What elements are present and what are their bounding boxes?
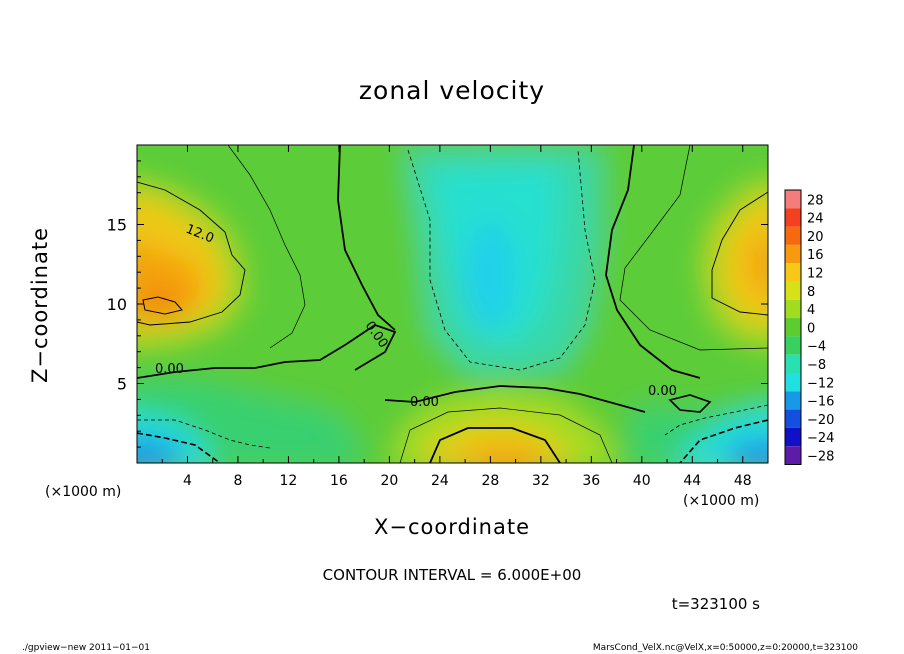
colorbar-swatch	[785, 391, 801, 410]
x-unit-left: (×1000 m)	[45, 484, 122, 500]
footer-right: MarsCond_VelX.nc@VelX,x=0:50000,z=0:2000…	[592, 643, 858, 653]
colorbar-label: 28	[807, 193, 824, 208]
contour-label: 0.00	[155, 362, 184, 377]
colorbar-label: −28	[807, 450, 834, 465]
colorbar-swatch	[785, 427, 801, 447]
colorbar-swatch	[785, 336, 801, 355]
contour-interval: CONTOUR INTERVAL = 6.000E+00	[322, 566, 582, 584]
x-axis-label: X−coordinate	[374, 515, 530, 539]
chart-title: zonal velocity	[358, 76, 546, 105]
colorbar-label: 8	[807, 285, 815, 300]
colorbar-swatch	[785, 318, 801, 337]
colorbar-label: 0	[807, 321, 815, 336]
x-tick-label: 4	[183, 473, 192, 489]
y-tick-label: 15	[107, 216, 127, 235]
colorbar-swatch	[785, 446, 801, 465]
x-tick-label: 32	[532, 473, 550, 489]
x-ticks: 4 8 12 16 20 24 28 32 36 40 44 48	[161, 145, 752, 489]
y-axis-label: Z−coordinate	[28, 227, 52, 383]
contour-label: 0.00	[648, 384, 677, 399]
time-label: t=323100 s	[671, 595, 760, 613]
colorbar-swatch	[785, 373, 801, 392]
colorbar-swatch	[785, 244, 801, 264]
x-tick-label: 44	[683, 473, 701, 489]
colorbar-label: 16	[807, 248, 824, 263]
x-tick-label: 28	[481, 473, 499, 489]
x-tick-label: 40	[633, 473, 651, 489]
colorbar-label: 20	[807, 230, 824, 245]
colorbar: 28 24 20 16 12 8 4 0 −4 −8 −12 −16 −20 −24 −28	[784, 189, 834, 465]
colorbar-label: 4	[807, 303, 815, 318]
colorbar-swatch	[785, 263, 801, 282]
colorbar-label: −24	[807, 431, 834, 446]
colorbar-label: 12	[807, 267, 824, 282]
colorbar-swatch	[785, 281, 801, 300]
colorbar-swatch	[785, 299, 801, 319]
y-ticks: 5 10 15	[107, 160, 768, 448]
colorbar-frame	[784, 189, 802, 465]
x-tick-label: 12	[280, 473, 298, 489]
y-tick-label: 5	[117, 375, 127, 394]
colorbar-swatch	[785, 354, 801, 373]
x-unit-right: (×1000 m)	[683, 493, 760, 509]
colorbar-label: −12	[807, 376, 834, 391]
x-tick-label: 36	[582, 473, 600, 489]
contour-label: 0.00	[410, 395, 439, 410]
colorbar-label: −16	[807, 395, 834, 410]
colorbar-label: 24	[807, 212, 824, 227]
colorbar-swatch	[785, 226, 801, 245]
x-tick-label: 48	[734, 473, 752, 489]
footer-left: ./gpview−new 2011−01−01	[22, 643, 150, 653]
colorbar-swatch	[785, 409, 801, 428]
x-tick-label: 16	[330, 473, 348, 489]
colorbar-swatch	[785, 208, 801, 227]
colorbar-swatch	[785, 190, 801, 209]
x-tick-label: 8	[233, 473, 242, 489]
y-tick-label: 10	[107, 295, 127, 314]
x-tick-label: 24	[431, 473, 449, 489]
x-tick-label: 20	[380, 473, 398, 489]
colorbar-label: −4	[807, 340, 826, 355]
colorbar-label: −8	[807, 358, 826, 373]
colorbar-label: −20	[807, 413, 834, 428]
